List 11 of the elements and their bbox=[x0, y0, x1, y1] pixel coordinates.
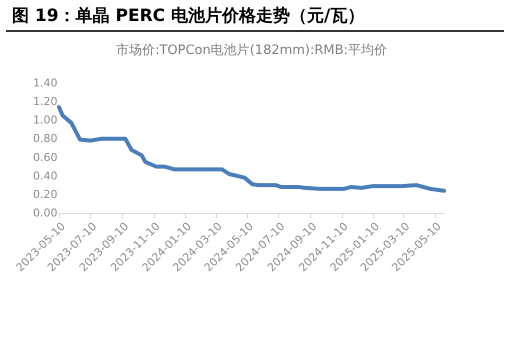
line-series bbox=[57, 105, 446, 193]
y-tick-label: 1.20 bbox=[33, 95, 58, 108]
y-tick-label: 0.80 bbox=[33, 132, 58, 146]
chart-subtitle: 市场价:TOPCon电池片(182mm):RMB:平均价 bbox=[116, 43, 387, 58]
y-tick-label: 0.00 bbox=[33, 206, 58, 220]
chart-title: 图 19：单晶 PERC 电池片价格走势（元/瓦） bbox=[6, 0, 504, 32]
y-tick-label: 0.20 bbox=[33, 188, 58, 201]
y-tick-label: 1.00 bbox=[33, 114, 58, 127]
y-tick-label: 0.60 bbox=[33, 150, 58, 164]
y-tick-label: 0.40 bbox=[33, 169, 58, 182]
y-tick-label: 1.40 bbox=[33, 76, 58, 90]
